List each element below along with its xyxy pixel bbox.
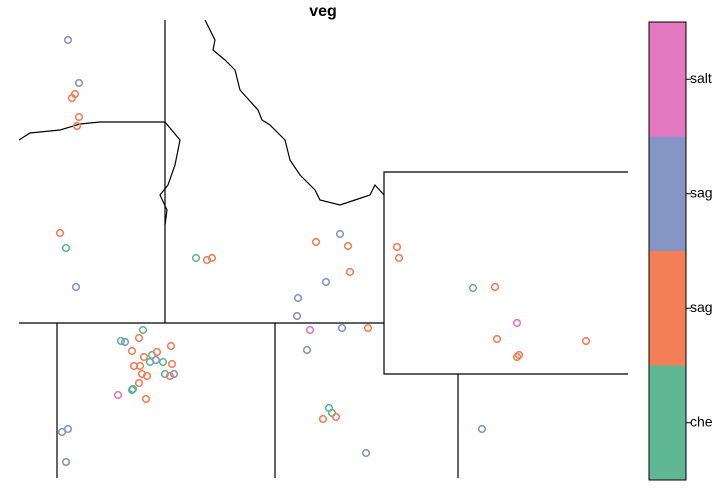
legend-label: sag bbox=[690, 299, 713, 315]
point bbox=[343, 241, 353, 251]
point bbox=[321, 277, 331, 287]
point bbox=[468, 283, 478, 293]
point bbox=[134, 333, 144, 343]
point bbox=[512, 318, 522, 328]
border bbox=[159, 121, 181, 226]
point bbox=[331, 412, 341, 422]
point bbox=[134, 378, 144, 388]
point bbox=[394, 253, 404, 263]
legend-label: salt bbox=[690, 70, 712, 86]
point bbox=[61, 457, 71, 467]
point bbox=[292, 311, 302, 321]
point bbox=[120, 337, 130, 347]
point bbox=[67, 93, 77, 103]
point bbox=[293, 293, 303, 303]
point bbox=[113, 390, 123, 400]
point bbox=[57, 427, 67, 437]
point bbox=[127, 346, 137, 356]
point bbox=[335, 229, 345, 239]
legend-label: sag bbox=[690, 184, 713, 200]
point bbox=[127, 385, 137, 395]
legend-swatch bbox=[649, 251, 686, 366]
legend: che sag sag salt bbox=[649, 22, 713, 480]
point bbox=[492, 334, 502, 344]
point bbox=[169, 369, 179, 379]
point bbox=[72, 121, 82, 131]
point bbox=[142, 371, 152, 381]
point bbox=[63, 35, 73, 45]
point bbox=[166, 341, 176, 351]
point bbox=[318, 414, 328, 424]
point bbox=[167, 359, 177, 369]
point bbox=[139, 352, 149, 362]
legend-swatch bbox=[649, 136, 686, 251]
point bbox=[207, 253, 217, 263]
chart-title: veg bbox=[309, 3, 337, 20]
point bbox=[74, 78, 84, 88]
point bbox=[165, 371, 175, 381]
point bbox=[128, 384, 138, 394]
point bbox=[158, 357, 168, 367]
legend-swatch bbox=[649, 22, 686, 137]
point bbox=[71, 282, 81, 292]
point bbox=[363, 323, 373, 333]
point bbox=[129, 361, 139, 371]
legend-label: che bbox=[690, 413, 713, 429]
point bbox=[337, 323, 347, 333]
point bbox=[361, 448, 371, 458]
border bbox=[204, 19, 385, 206]
state-borders bbox=[18, 19, 628, 478]
point bbox=[160, 369, 170, 379]
point bbox=[302, 345, 312, 355]
point bbox=[345, 267, 355, 277]
point bbox=[141, 394, 151, 404]
point bbox=[512, 352, 522, 362]
point bbox=[116, 336, 126, 346]
point bbox=[137, 369, 147, 379]
legend-swatch bbox=[649, 365, 686, 480]
point bbox=[514, 350, 524, 360]
legend-frame bbox=[648, 21, 687, 481]
point bbox=[490, 282, 500, 292]
point bbox=[392, 242, 402, 252]
point bbox=[138, 325, 148, 335]
point bbox=[55, 228, 65, 238]
point bbox=[305, 325, 315, 335]
border bbox=[383, 171, 628, 375]
point bbox=[477, 424, 487, 434]
point bbox=[581, 336, 591, 346]
point bbox=[311, 237, 321, 247]
point bbox=[152, 347, 162, 357]
point bbox=[151, 355, 161, 365]
point bbox=[191, 253, 201, 263]
point bbox=[202, 255, 212, 265]
border bbox=[18, 121, 165, 141]
point bbox=[61, 243, 71, 253]
point bbox=[74, 112, 84, 122]
